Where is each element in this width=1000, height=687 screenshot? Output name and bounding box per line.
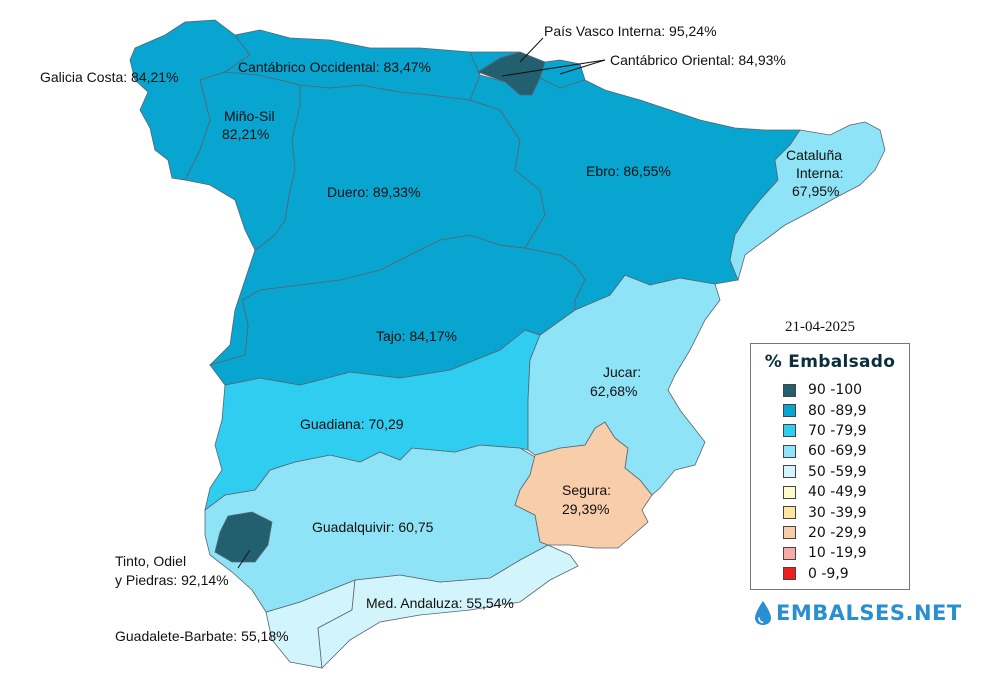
label-guadalete-barbate: Guadalete-Barbate: 55,18% bbox=[115, 628, 289, 644]
legend: % Embalsado 90 -100 80 -89,9 70 -79,9 60 -6… bbox=[750, 343, 910, 590]
legend-swatch bbox=[783, 424, 796, 438]
map-date: 21-04-2025 bbox=[785, 319, 855, 335]
region-galicia-costa bbox=[129, 19, 251, 181]
legend-swatch bbox=[783, 465, 796, 479]
legend-range-label: 50 -59,9 bbox=[808, 463, 867, 480]
label-cantabrico-oriental: Cantábrico Oriental: 84,93% bbox=[610, 52, 786, 68]
label-duero: Duero: 89,33% bbox=[327, 184, 420, 200]
legend-range-label: 30 -39,9 bbox=[808, 504, 867, 521]
legend-list: 90 -100 80 -89,9 70 -79,9 60 -69,9 50 -59,9 4… bbox=[783, 380, 909, 584]
region-cantabrico-occidental bbox=[223, 29, 481, 101]
label-cataluna-name: Cataluña bbox=[786, 147, 842, 163]
water-drop-icon bbox=[755, 601, 771, 625]
label-segura-value: 29,39% bbox=[562, 501, 609, 517]
label-cataluna-value: 67,95% bbox=[792, 183, 839, 199]
label-cataluna-interna: Interna: bbox=[796, 165, 843, 181]
brand-logo: EMBALSES.NET bbox=[752, 599, 962, 627]
label-mino-sil-value: 82,21% bbox=[222, 126, 269, 142]
legend-item: 20 -29,9 bbox=[783, 523, 909, 543]
legend-item: 30 -39,9 bbox=[783, 502, 909, 522]
label-tinto-value: y Piedras: 92,14% bbox=[115, 572, 229, 588]
label-ebro: Ebro: 86,55% bbox=[586, 163, 671, 179]
legend-swatch bbox=[783, 404, 796, 418]
legend-item: 70 -79,9 bbox=[783, 421, 909, 441]
label-pais-vasco-interna: País Vasco Interna: 95,24% bbox=[544, 23, 717, 39]
label-med-andaluza: Med. Andaluza: 55,54% bbox=[366, 595, 514, 611]
legend-swatch bbox=[783, 567, 796, 581]
leader-cantabrico-oriental-2 bbox=[559, 59, 606, 75]
label-jucar-value: 62,68% bbox=[590, 383, 637, 399]
leader-tinto bbox=[237, 549, 251, 569]
leader-cantabrico-oriental-1 bbox=[501, 59, 606, 77]
legend-range-label: 70 -79,9 bbox=[808, 422, 867, 439]
label-guadiana: Guadiana: 70,29 bbox=[300, 416, 404, 432]
legend-range-label: 0 -9,9 bbox=[808, 565, 849, 582]
region-cataluna-interna bbox=[729, 121, 886, 282]
legend-swatch bbox=[783, 444, 796, 458]
legend-item: 60 -69,9 bbox=[783, 441, 909, 461]
label-guadalquivir: Guadalquivir: 60,75 bbox=[312, 519, 434, 535]
legend-title: % Embalsado bbox=[764, 352, 896, 372]
region-tinto-odiel-piedras bbox=[214, 511, 273, 563]
legend-range-label: 20 -29,9 bbox=[808, 524, 867, 541]
leader-pais-vasco bbox=[519, 37, 544, 63]
legend-range-label: 10 -19,9 bbox=[808, 545, 867, 562]
legend-item: 50 -59,9 bbox=[783, 462, 909, 482]
label-tinto-name: Tinto, Odiel bbox=[115, 553, 186, 569]
label-cantabrico-occidental: Cantábrico Occidental: 83,47% bbox=[238, 59, 431, 75]
label-galicia-costa: Galicia Costa: 84,21% bbox=[40, 69, 179, 85]
label-tajo: Tajo: 84,17% bbox=[376, 328, 457, 344]
label-jucar-name: Jucar: bbox=[603, 364, 641, 380]
legend-item: 80 -89,9 bbox=[783, 400, 909, 420]
legend-item: 40 -49,9 bbox=[783, 482, 909, 502]
label-mino-sil-name: Miño-Sil bbox=[224, 108, 275, 124]
legend-swatch bbox=[783, 526, 796, 540]
legend-swatch bbox=[783, 383, 796, 397]
label-segura-name: Segura: bbox=[562, 482, 611, 498]
legend-range-label: 90 -100 bbox=[808, 382, 863, 399]
legend-item: 90 -100 bbox=[783, 380, 909, 400]
brand-text: EMBALSES.NET bbox=[776, 601, 962, 625]
legend-item: 10 -19,9 bbox=[783, 543, 909, 563]
legend-range-label: 80 -89,9 bbox=[808, 402, 867, 419]
legend-range-label: 60 -69,9 bbox=[808, 443, 867, 460]
legend-item: 0 -9,9 bbox=[783, 564, 909, 584]
legend-swatch bbox=[783, 506, 796, 520]
legend-swatch bbox=[783, 546, 796, 560]
legend-range-label: 40 -49,9 bbox=[808, 484, 867, 501]
legend-swatch bbox=[783, 485, 796, 499]
